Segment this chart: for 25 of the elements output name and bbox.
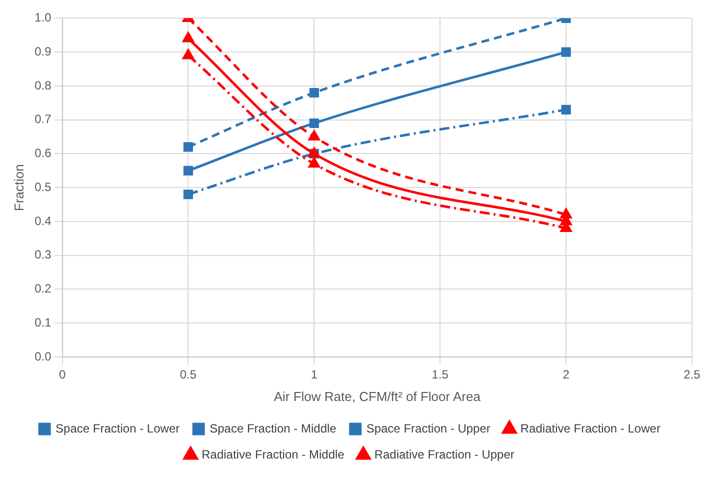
y-tick-label: 0.6 <box>34 146 52 160</box>
y-tick-label: 0.1 <box>34 315 52 330</box>
y-tick-label: 0.3 <box>34 248 52 262</box>
y-tick-label: 0.4 <box>34 214 52 228</box>
y-tick-label: 0.7 <box>34 112 52 126</box>
x-tick-label: 0 <box>58 368 66 382</box>
legend-label: Radiative Fraction - Lower <box>520 421 660 436</box>
y-tick-label: 0.8 <box>34 78 52 92</box>
y-tick-label: 0.2 <box>34 282 52 296</box>
legend-label: Space Fraction - Upper <box>366 421 490 436</box>
legend-label: Radiative Fraction - Upper <box>374 447 514 462</box>
y-axis-title: Fraction <box>11 164 26 212</box>
legend-label: Space Fraction - Lower <box>56 421 180 436</box>
x-tick-label: 1 <box>310 368 318 382</box>
legend-label: Radiative Fraction - Middle <box>202 447 345 462</box>
x-axis-title: Air Flow Rate, CFM/ft² of Floor Area <box>274 388 482 404</box>
x-tick-label: 2 <box>562 368 570 382</box>
legend-label: Space Fraction - Middle <box>210 421 337 436</box>
x-tick-label: 0.5 <box>180 368 197 382</box>
x-tick-label: 2.5 <box>684 368 701 382</box>
y-tick-label: 0.5 <box>34 180 52 194</box>
x-tick-label: 1.5 <box>432 368 449 382</box>
y-tick-label: 0.0 <box>34 349 52 364</box>
y-tick-label: 1.0 <box>34 10 52 25</box>
y-tick-label: 0.9 <box>34 44 52 58</box>
